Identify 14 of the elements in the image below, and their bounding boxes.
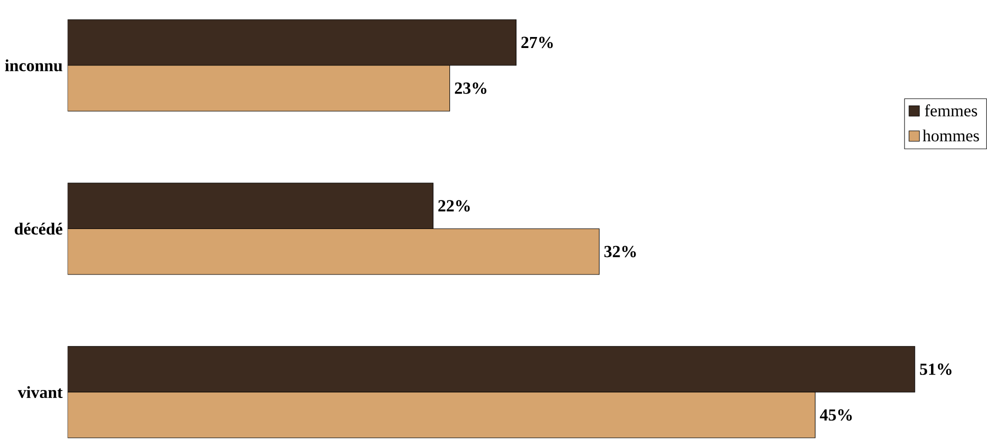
y-tick-label: inconnu	[5, 60, 62, 72]
legend-label: femmes	[924, 104, 978, 117]
bar	[68, 392, 816, 438]
legend-label: hommes	[922, 130, 979, 142]
bar	[68, 228, 600, 275]
data-label: 22%	[438, 200, 470, 212]
y-tick-label: décédé	[14, 222, 62, 235]
data-label: 23%	[454, 82, 486, 94]
data-label: 51%	[920, 364, 952, 376]
data-label: 27%	[521, 36, 553, 48]
bar	[68, 65, 450, 112]
y-tick-label: vivant	[18, 386, 63, 398]
data-label: 32%	[604, 246, 636, 258]
data-label: 45%	[820, 409, 852, 421]
